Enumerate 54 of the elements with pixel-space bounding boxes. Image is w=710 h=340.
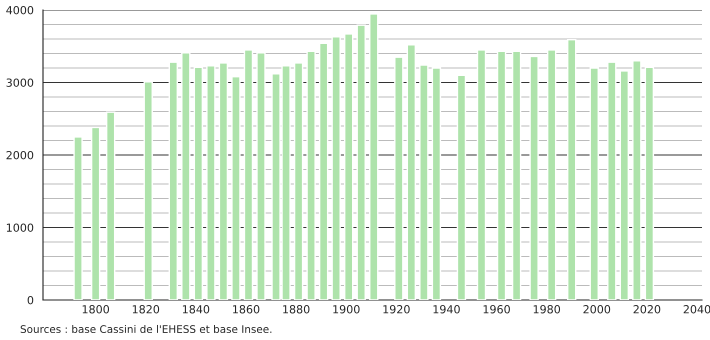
bar — [73, 136, 83, 300]
bar — [620, 70, 630, 300]
x-tick-label: 1820 — [132, 305, 160, 314]
bar — [194, 66, 204, 300]
bar — [590, 67, 599, 300]
bar — [644, 66, 654, 300]
bar — [394, 56, 404, 300]
bar — [294, 62, 304, 300]
x-tick-label: 1920 — [383, 305, 410, 314]
bar — [218, 62, 228, 300]
bar — [496, 50, 506, 300]
bar — [206, 65, 216, 300]
x-tick-label: 2000 — [583, 305, 610, 314]
y-tick-label: 2000 — [6, 150, 34, 160]
bar — [419, 64, 429, 300]
x-tick-label: 2020 — [634, 305, 660, 314]
bar — [456, 74, 466, 300]
bar — [406, 44, 416, 300]
x-tick-label: 1900 — [333, 305, 360, 314]
bar — [632, 60, 642, 300]
bar — [529, 56, 539, 300]
bar — [567, 39, 576, 300]
bar — [512, 50, 522, 300]
bar — [306, 50, 316, 300]
bar — [607, 62, 616, 300]
bar — [168, 62, 178, 300]
bar — [331, 36, 341, 300]
x-tick-label: 1800 — [82, 305, 110, 314]
source-note: Sources : base Cassini de l'EHESS et base Insee. — [20, 324, 272, 334]
y-tick-label: 1000 — [6, 223, 34, 232]
x-tick-label: 1840 — [182, 305, 210, 314]
x-tick-label: 1860 — [233, 305, 260, 314]
bar — [256, 52, 266, 300]
x-tick-label: 1980 — [534, 305, 560, 314]
y-tick-label: 0 — [28, 296, 34, 304]
bar — [344, 33, 354, 300]
bar — [356, 24, 366, 300]
bar — [231, 76, 241, 300]
bar — [106, 112, 116, 300]
x-tick-label: 1880 — [283, 305, 310, 314]
bar — [244, 49, 254, 300]
bar — [318, 42, 328, 300]
x-tick-label: 1940 — [434, 305, 460, 314]
bar — [546, 49, 556, 300]
bar — [181, 52, 191, 300]
bar — [476, 49, 486, 300]
x-tick-label: 2040 — [684, 305, 710, 314]
y-tick-label: 3000 — [6, 78, 34, 87]
bar — [369, 13, 378, 300]
y-tick-label: 4000 — [6, 6, 34, 14]
bar — [90, 126, 100, 300]
bar — [144, 81, 153, 300]
x-tick-label: 1960 — [484, 305, 510, 314]
bar — [432, 67, 442, 300]
